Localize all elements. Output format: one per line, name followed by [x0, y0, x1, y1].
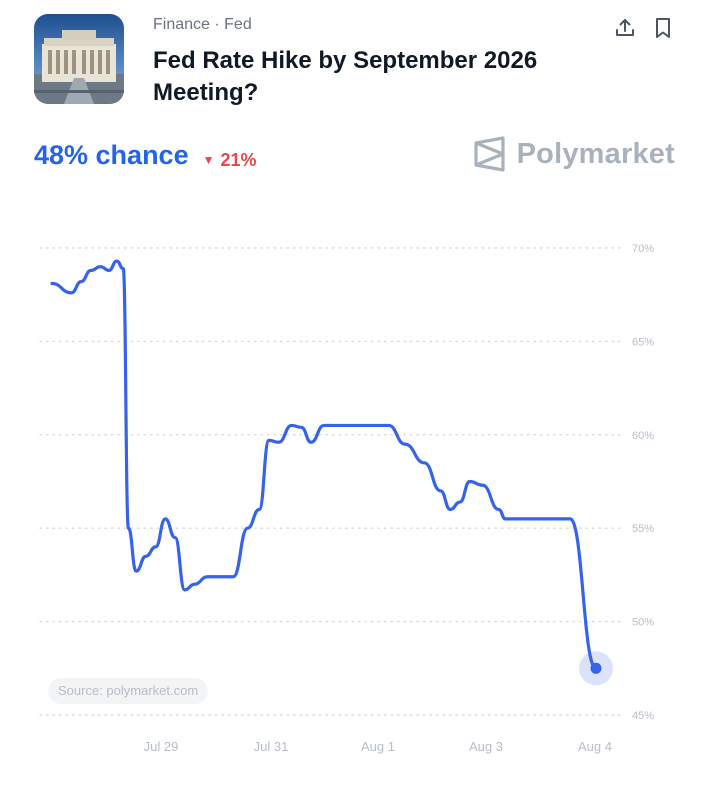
market-header: Finance · Fed Fed Rate Hike by September…: [0, 0, 709, 120]
share-upload-icon[interactable]: [613, 16, 637, 40]
y-tick-label: 60%: [632, 430, 654, 442]
y-tick-label: 65%: [632, 336, 654, 348]
federal-reserve-building-image[interactable]: [34, 14, 124, 104]
x-tick-label: Aug 1: [361, 739, 395, 754]
market-category[interactable]: Finance · Fed: [153, 16, 252, 33]
probability-summary: 48% chance ▼ 21%: [34, 140, 257, 171]
federal-reserve-building-icon: [34, 14, 124, 104]
source-label: Source: polymarket.com: [48, 678, 209, 704]
y-tick-label: 50%: [632, 617, 654, 629]
x-tick-label: Aug 4: [578, 739, 612, 754]
down-triangle-icon: ▼: [202, 153, 215, 167]
brand-logo[interactable]: Polymarket: [473, 136, 675, 172]
market-title: Fed Rate Hike by September 2026 Meeting?: [153, 47, 538, 106]
header-actions: [613, 16, 675, 40]
x-tick-label: Jul 29: [144, 739, 179, 754]
brand-name: Polymarket: [516, 137, 675, 170]
y-tick-label: 55%: [632, 523, 654, 535]
x-tick-label: Jul 31: [254, 739, 289, 754]
change-badge: ▼ 21%: [203, 150, 257, 171]
last-point-marker: [590, 662, 602, 674]
polymarket-logo-icon: [474, 136, 505, 172]
x-tick-label: Aug 3: [469, 739, 503, 754]
chance-value: 48% chance: [34, 140, 189, 170]
chart-area: 70% 65% 60% 55% 50% 45% Jul 29 Jul 31 Aug 1 Aug 3…: [0, 220, 709, 780]
y-tick-label: 45%: [632, 710, 654, 722]
change-value: 21%: [220, 149, 257, 170]
y-tick-label: 70%: [632, 243, 654, 255]
series-line: [50, 259, 598, 670]
probability-line-chart: 70% 65% 60% 55% 50% 45% Jul 29 Jul 31 Aug 1 Aug 3…: [39, 243, 654, 754]
bookmark-icon[interactable]: [651, 16, 675, 40]
